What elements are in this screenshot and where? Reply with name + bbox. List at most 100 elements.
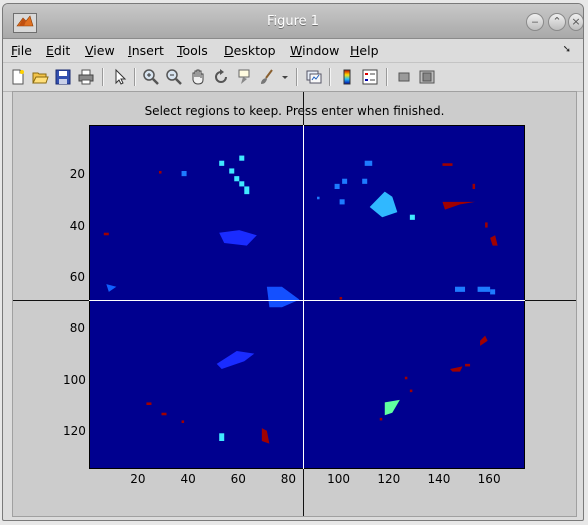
dock-arrow-icon[interactable]: ➘: [562, 44, 571, 55]
crosshair-horizontal-right: [525, 300, 576, 301]
crosshair-horizontal-line: [89, 300, 525, 301]
heatmap-region-22: [334, 183, 340, 189]
heatmap-region-33: [103, 232, 109, 236]
heatmap-region-11: [219, 433, 225, 441]
print-icon[interactable]: [77, 68, 95, 86]
brush-dropdown-icon[interactable]: [276, 68, 288, 86]
toolbar-separator: [296, 68, 298, 86]
y-tick-label: 120: [63, 424, 86, 439]
close-button[interactable]: ×: [568, 13, 583, 31]
heatmap-region-17: [234, 176, 240, 182]
maximize-icon: ⌃: [552, 15, 562, 28]
heatmap-region-25: [317, 196, 320, 200]
plot-title: Select regions to keep. Press enter when…: [144, 104, 445, 118]
heatmap-region-4: [369, 191, 398, 218]
window-title: Figure 1: [266, 14, 320, 29]
x-tick-label: 160: [477, 472, 501, 486]
crosshair-vertical-bottom: [303, 469, 304, 516]
heatmap-region-39: [409, 389, 413, 393]
minimize-icon: ‒: [531, 15, 539, 28]
heatmap-region-24: [339, 199, 345, 205]
heatmap-region-21: [181, 171, 187, 177]
heatmap-region-7: [490, 235, 498, 246]
zoom-out-icon[interactable]: [165, 68, 183, 86]
maximize-button[interactable]: ⌃: [548, 13, 566, 31]
heatmap-region-3: [106, 284, 117, 292]
brush-icon[interactable]: [258, 68, 276, 86]
save-icon[interactable]: [54, 68, 72, 86]
x-tick-label: 120: [377, 472, 401, 486]
menu-desktop[interactable]: Desktop: [224, 43, 276, 58]
open-file-icon[interactable]: [31, 68, 49, 86]
pan-hand-icon[interactable]: [189, 68, 207, 86]
heatmap-region-15: [219, 160, 225, 166]
heatmap-region-32: [158, 171, 162, 174]
heatmap-region-28: [409, 214, 415, 220]
heatmap-region-1: [216, 351, 255, 369]
crosshair-vertical-top: [303, 92, 304, 125]
heatmap-region-38: [404, 376, 408, 380]
heatmap-region-35: [146, 402, 152, 405]
data-cursor-icon[interactable]: [235, 68, 253, 86]
zoom-in-icon[interactable]: [142, 68, 160, 86]
matlab-logo-icon: [13, 13, 37, 33]
y-tick-label: 20: [69, 167, 85, 182]
menu-insert[interactable]: Insert: [128, 43, 164, 58]
heatmap-region-37: [181, 420, 185, 423]
heatmap-region-8: [480, 335, 488, 346]
heatmap-region-16: [229, 168, 235, 174]
heatmap-region-27: [364, 160, 373, 166]
x-tick-label: 80: [280, 472, 297, 486]
insert-legend-icon[interactable]: [361, 68, 379, 86]
heatmap-region-29: [442, 163, 453, 166]
heatmap-region-0: [219, 230, 257, 246]
rotate-3d-icon[interactable]: [212, 68, 230, 86]
heatmap-region-34: [339, 297, 343, 300]
toolbar-separator: [386, 68, 388, 86]
figure-canvas[interactable]: Select regions to keep. Press enter when…: [12, 91, 577, 517]
heatmap-region-2: [266, 286, 300, 308]
y-tick-label: 40: [69, 218, 85, 233]
insert-colorbar-icon[interactable]: [338, 68, 356, 86]
hide-plot-tools-icon[interactable]: [395, 68, 413, 86]
menu-tools[interactable]: Tools: [177, 43, 208, 58]
menu-help[interactable]: Help: [350, 43, 379, 58]
heatmap-region-41: [465, 363, 471, 367]
show-plot-tools-icon[interactable]: [418, 68, 436, 86]
toolbar-separator: [134, 68, 136, 86]
title-bar[interactable]: Figure 1 ‒ ⌃ ×: [3, 4, 583, 39]
image-axes[interactable]: [89, 125, 525, 469]
menu-bar: File Edit View Insert Tools Desktop Wind…: [3, 39, 583, 61]
edit-plot-arrow-icon[interactable]: [111, 68, 129, 86]
new-figure-icon[interactable]: [9, 68, 27, 86]
heatmap-region-12: [455, 286, 466, 292]
heatmap-region-5: [384, 399, 400, 416]
heatmap-region-36: [161, 412, 167, 416]
figure-window: Figure 1 ‒ ⌃ × File Edit View Insert Too…: [2, 3, 584, 521]
heatmap-region-18: [239, 181, 245, 187]
menu-edit[interactable]: Edit: [46, 43, 71, 58]
crosshair-horizontal-left: [13, 300, 89, 301]
menu-view[interactable]: View: [85, 43, 115, 58]
x-tick-label: 40: [180, 472, 196, 486]
menu-window[interactable]: Window: [290, 43, 340, 58]
crosshair-vertical-line: [303, 125, 304, 469]
heatmap-region-19: [244, 186, 250, 195]
y-tick-label: 80: [69, 321, 85, 336]
y-tick-label: 60: [69, 270, 85, 284]
x-tick-label: 100: [327, 472, 351, 486]
heatmap-region-13: [477, 286, 491, 292]
menu-file[interactable]: File: [11, 43, 32, 58]
heatmap-region-40: [379, 417, 383, 421]
toolbar-separator: [329, 68, 331, 86]
minimize-button[interactable]: ‒: [526, 13, 544, 31]
close-icon: ×: [571, 15, 581, 28]
x-tick-label: 60: [230, 472, 246, 486]
x-tick-label: 140: [427, 472, 451, 486]
y-tick-label: 100: [63, 372, 86, 387]
heatmap-region-20: [239, 155, 245, 161]
heatmap-region-14: [490, 289, 496, 295]
heatmap-region-23: [342, 178, 348, 184]
link-plot-icon[interactable]: [305, 68, 323, 86]
x-tick-label: 20: [130, 472, 146, 486]
